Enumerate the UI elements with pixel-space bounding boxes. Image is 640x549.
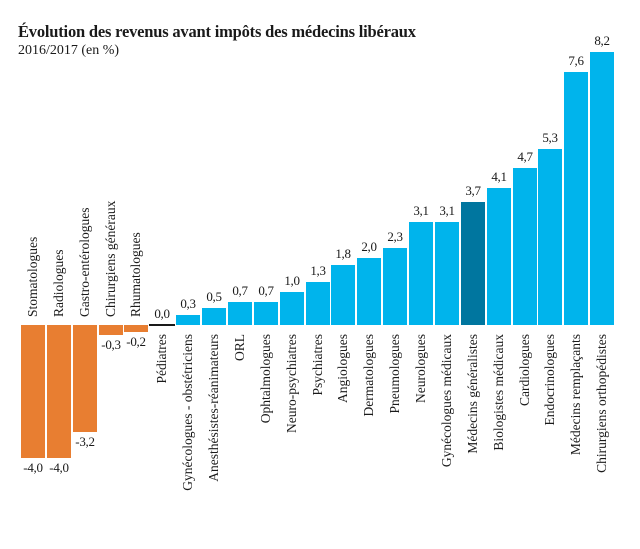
bar-category-label: Chirurgiens généraux (103, 200, 118, 317)
bar-stomatologues (21, 325, 45, 458)
bar-category-label: Endocrinologues (542, 334, 557, 426)
bar-category-label: Psychiatres (310, 334, 325, 396)
bar-value-label: 7,6 (568, 53, 584, 68)
bar-radiologues (47, 325, 71, 458)
bar-value-label: 8,2 (594, 33, 610, 48)
bar-category-label: Stomatologues (25, 236, 40, 317)
bar-gastro-enterologues (73, 325, 97, 432)
bar-category-label: Angiologues (335, 334, 350, 403)
bar-category-label: Anesthésistes-réanimateurs (206, 334, 221, 482)
bar-neuro-psychiatres (280, 292, 304, 325)
bar-neurologues (409, 222, 433, 325)
bar-value-label: 0,5 (206, 289, 222, 304)
bar-category-label: Dermatologues (361, 334, 376, 417)
bar-endocrinologues (538, 149, 562, 325)
bar-value-label: 1,8 (335, 246, 351, 261)
bar-medecins-remplacants (564, 72, 588, 325)
bar-category-label: Neuro-psychiatres (284, 334, 299, 433)
bar-biologistes-medicaux (487, 188, 511, 325)
chart-subtitle: 2016/2017 (en %) (18, 43, 120, 58)
bar-angiologues (331, 265, 355, 325)
bar-value-label: 5,3 (542, 130, 558, 145)
bar-value-label: 0,0 (154, 306, 170, 321)
bar-medecins-generalistes (461, 202, 485, 325)
bar-value-label: -3,2 (75, 434, 95, 449)
bar-gynecologues-obstetriciens (176, 315, 200, 325)
bar-value-label: -4,0 (23, 460, 43, 475)
bar-anesthesistes-reanimateurs (202, 308, 226, 325)
chart-title: Évolution des revenus avant impôts des m… (18, 22, 416, 41)
bar-ophtalmologues (254, 302, 278, 325)
bar-value-label: 3,1 (413, 203, 429, 218)
bar-category-label: Gastro-entérologues (77, 207, 92, 317)
bar-value-label: 0,7 (232, 283, 248, 298)
bar-category-label: Médecins généralistes (465, 334, 480, 454)
bar-value-label: 0,3 (180, 296, 196, 311)
bar-value-label: -0,2 (126, 334, 146, 349)
bar-category-label: Ophtalmologues (258, 334, 273, 424)
bar-category-label: Biologistes médicaux (491, 334, 506, 451)
bar-category-label: Chirurgiens orthopédistes (594, 334, 609, 473)
bar-value-label: 1,3 (310, 263, 326, 278)
bar-value-label: -4,0 (49, 460, 69, 475)
bar-value-label: 2,3 (387, 229, 403, 244)
bar-category-label: Gynécologues médicaux (439, 334, 454, 468)
bar-pneumologues (383, 248, 407, 325)
bar-category-label: Pédiatres (154, 334, 169, 384)
bar-value-label: 0,7 (258, 283, 274, 298)
bar-category-label: Pneumologues (387, 334, 402, 414)
bar-category-label: Médecins remplaçants (568, 334, 583, 456)
bar-category-label: ORL (232, 334, 247, 361)
bar-gynecologues-medicaux (435, 222, 459, 325)
bar-category-label: Gynécologues - obstétriciens (180, 334, 195, 491)
bar-cardiologues (513, 168, 537, 325)
bar-category-label: Radiologues (51, 249, 66, 318)
bar-category-label: Rhumatologues (128, 232, 143, 317)
bar-value-label: -0,3 (101, 337, 121, 352)
bar-chirurgiens-generaux (99, 325, 123, 335)
bar-rhumatologues (124, 325, 148, 332)
zero-line-pediatres (149, 324, 175, 326)
bar-value-label: 3,1 (439, 203, 455, 218)
bar-orl (228, 302, 252, 325)
bar-dermatologues (357, 258, 381, 325)
bar-value-label: 4,7 (517, 149, 533, 164)
bar-value-label: 3,7 (465, 183, 481, 198)
bar-chirurgiens-orthopedistes (590, 52, 614, 325)
bar-category-label: Neurologues (413, 334, 428, 403)
bar-category-label: Cardiologues (517, 334, 532, 406)
bar-value-label: 2,0 (361, 239, 377, 254)
bar-psychiatres (306, 282, 330, 325)
bar-value-label: 4,1 (491, 169, 507, 184)
bar-value-label: 1,0 (284, 273, 300, 288)
